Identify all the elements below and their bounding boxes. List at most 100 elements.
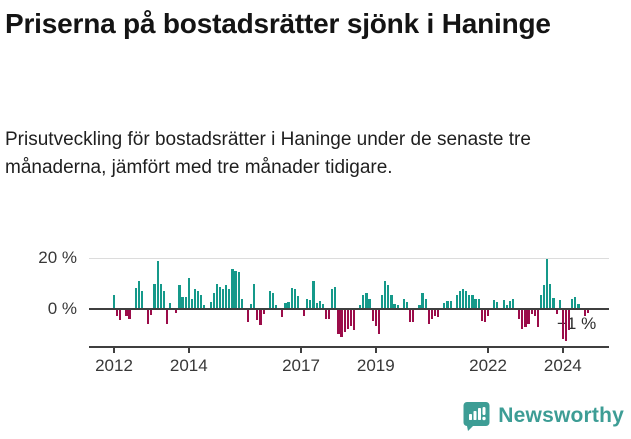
bar [365, 292, 368, 308]
bar [309, 300, 312, 308]
bar [480, 310, 483, 321]
bar [306, 298, 309, 308]
bar [237, 272, 240, 308]
x-tick-label-2014: 2014 [169, 356, 208, 375]
bar [396, 304, 399, 308]
bar [228, 289, 231, 308]
bar [465, 291, 468, 308]
bar [231, 268, 234, 308]
bar [387, 284, 390, 308]
bar [558, 300, 561, 308]
bar [449, 301, 452, 308]
x-tick-label-2024: 2024 [543, 356, 582, 375]
bar [240, 298, 243, 308]
bar [533, 310, 536, 316]
bar [303, 310, 306, 316]
bar [561, 310, 564, 340]
x-tick-label-2012: 2012 [95, 356, 133, 375]
bar [234, 271, 237, 308]
bar [577, 303, 580, 308]
newsworthy-logo-icon [463, 401, 490, 431]
bar [586, 310, 589, 313]
bar [552, 297, 555, 308]
bar [327, 310, 331, 319]
bar [374, 310, 377, 326]
bar [474, 298, 477, 308]
bar [140, 291, 144, 308]
bar [137, 281, 141, 308]
bar [493, 300, 496, 308]
bar [352, 310, 356, 330]
x-tick-label-2022: 2022 [469, 356, 507, 375]
bar [502, 300, 505, 308]
bar [564, 310, 568, 342]
bar [169, 302, 172, 308]
bar [571, 299, 574, 308]
bar [218, 287, 222, 308]
bar [334, 287, 337, 308]
bar [402, 298, 405, 308]
plot-area: 2012 2014 2017 2019 2022 2024 [89, 253, 609, 383]
bar [187, 277, 190, 308]
bar [390, 295, 393, 308]
bar [418, 304, 421, 308]
bar [153, 283, 156, 308]
bar [315, 302, 318, 308]
x-tick-label-2019: 2019 [356, 356, 395, 375]
bar [546, 258, 549, 308]
bar [468, 295, 471, 308]
bar [200, 295, 203, 308]
bar [178, 285, 181, 308]
newsworthy-logo: Newsworthy [463, 399, 624, 433]
bar [212, 292, 215, 308]
bar [190, 299, 193, 308]
y-axis-label-0: 0 % [47, 299, 77, 318]
bar [455, 294, 458, 308]
gridline-20pct [89, 258, 609, 259]
bar [318, 301, 321, 308]
bar [446, 301, 449, 308]
bar [530, 310, 533, 315]
bar [250, 303, 253, 308]
bar [539, 295, 543, 308]
bar [437, 310, 440, 318]
bar [521, 310, 524, 329]
bar [505, 304, 508, 308]
x-axis-tick [300, 348, 303, 353]
bar [549, 284, 552, 308]
bar [543, 284, 546, 308]
x-tick-label-2017: 2017 [282, 356, 320, 375]
bar [462, 289, 465, 308]
bar [193, 288, 197, 308]
bar [518, 310, 521, 319]
bar [147, 310, 150, 325]
bar [268, 291, 271, 308]
bar [405, 301, 409, 308]
zero-baseline [89, 308, 609, 310]
bar [346, 310, 349, 329]
bar [427, 310, 430, 325]
bar [116, 310, 119, 317]
bar [274, 304, 278, 308]
bar [246, 310, 250, 323]
bar [181, 296, 184, 308]
bar [215, 283, 218, 308]
bar [259, 310, 262, 326]
chart-description: Prisutveckling för bostadsrätter i Hanin… [5, 129, 531, 179]
bar [536, 310, 539, 327]
bar [377, 310, 381, 334]
bar [443, 302, 446, 308]
bar [471, 295, 474, 308]
bar [368, 298, 371, 308]
bar [287, 301, 290, 308]
bar [555, 310, 558, 314]
bar [477, 298, 480, 308]
bar [128, 310, 131, 319]
bar [290, 288, 293, 308]
bar [253, 283, 256, 308]
bar [483, 310, 486, 323]
bar [112, 295, 116, 308]
x-axis-tick [561, 348, 564, 353]
bar [412, 310, 415, 323]
